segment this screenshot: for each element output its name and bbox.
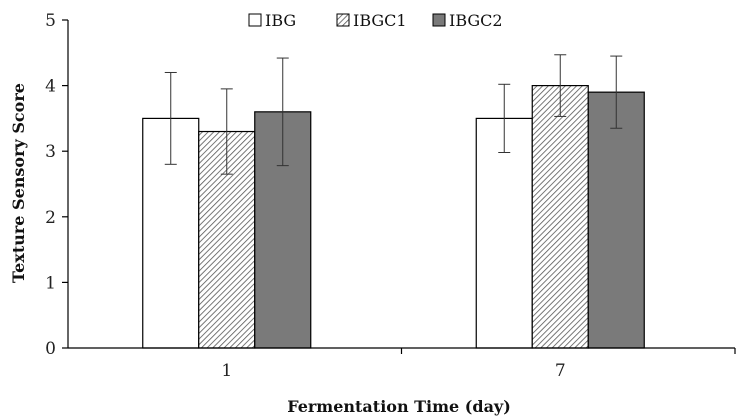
legend-item-ibg: IBG bbox=[248, 11, 296, 30]
legend-label: IBGC1 bbox=[353, 11, 407, 30]
bar-ibg-day-7 bbox=[475, 117, 533, 349]
error-bar bbox=[554, 54, 567, 117]
y-axis-title: Texture Sensory Score bbox=[9, 83, 28, 283]
error-bar bbox=[498, 83, 511, 154]
error-bar bbox=[164, 71, 177, 165]
legend-label: IBGC2 bbox=[449, 11, 503, 30]
legend-item-ibgc2: IBGC2 bbox=[432, 11, 503, 30]
legend-swatch bbox=[248, 13, 262, 27]
y-tick-label: 0 bbox=[45, 339, 56, 359]
legend-swatch bbox=[432, 13, 446, 27]
error-bar bbox=[610, 55, 623, 129]
y-tick-label: 5 bbox=[45, 11, 56, 31]
x-axis-title: Fermentation Time (day) bbox=[287, 397, 511, 416]
y-ticks: 0 1 2 3 4 5 bbox=[45, 11, 68, 359]
y-tick-label: 1 bbox=[45, 273, 56, 293]
y-tick-label: 2 bbox=[45, 208, 56, 228]
x-tick-label: 1 bbox=[221, 361, 232, 381]
x-tick-label: 7 bbox=[555, 361, 566, 381]
legend-item-ibgc1: IBGC1 bbox=[336, 11, 407, 30]
legend-label: IBG bbox=[265, 11, 296, 30]
y-tick-label: 4 bbox=[45, 77, 56, 97]
error-bar bbox=[220, 88, 233, 175]
bar-ibgc2-day-7 bbox=[587, 91, 645, 349]
bar-ibgc1-day-7 bbox=[531, 84, 589, 349]
bars bbox=[142, 84, 645, 349]
legend-swatch bbox=[336, 13, 350, 27]
legend: IBG IBGC1 IBGC2 bbox=[248, 11, 503, 30]
y-tick-label: 3 bbox=[45, 142, 56, 162]
error-bar bbox=[276, 57, 289, 167]
error-bars bbox=[164, 54, 623, 175]
